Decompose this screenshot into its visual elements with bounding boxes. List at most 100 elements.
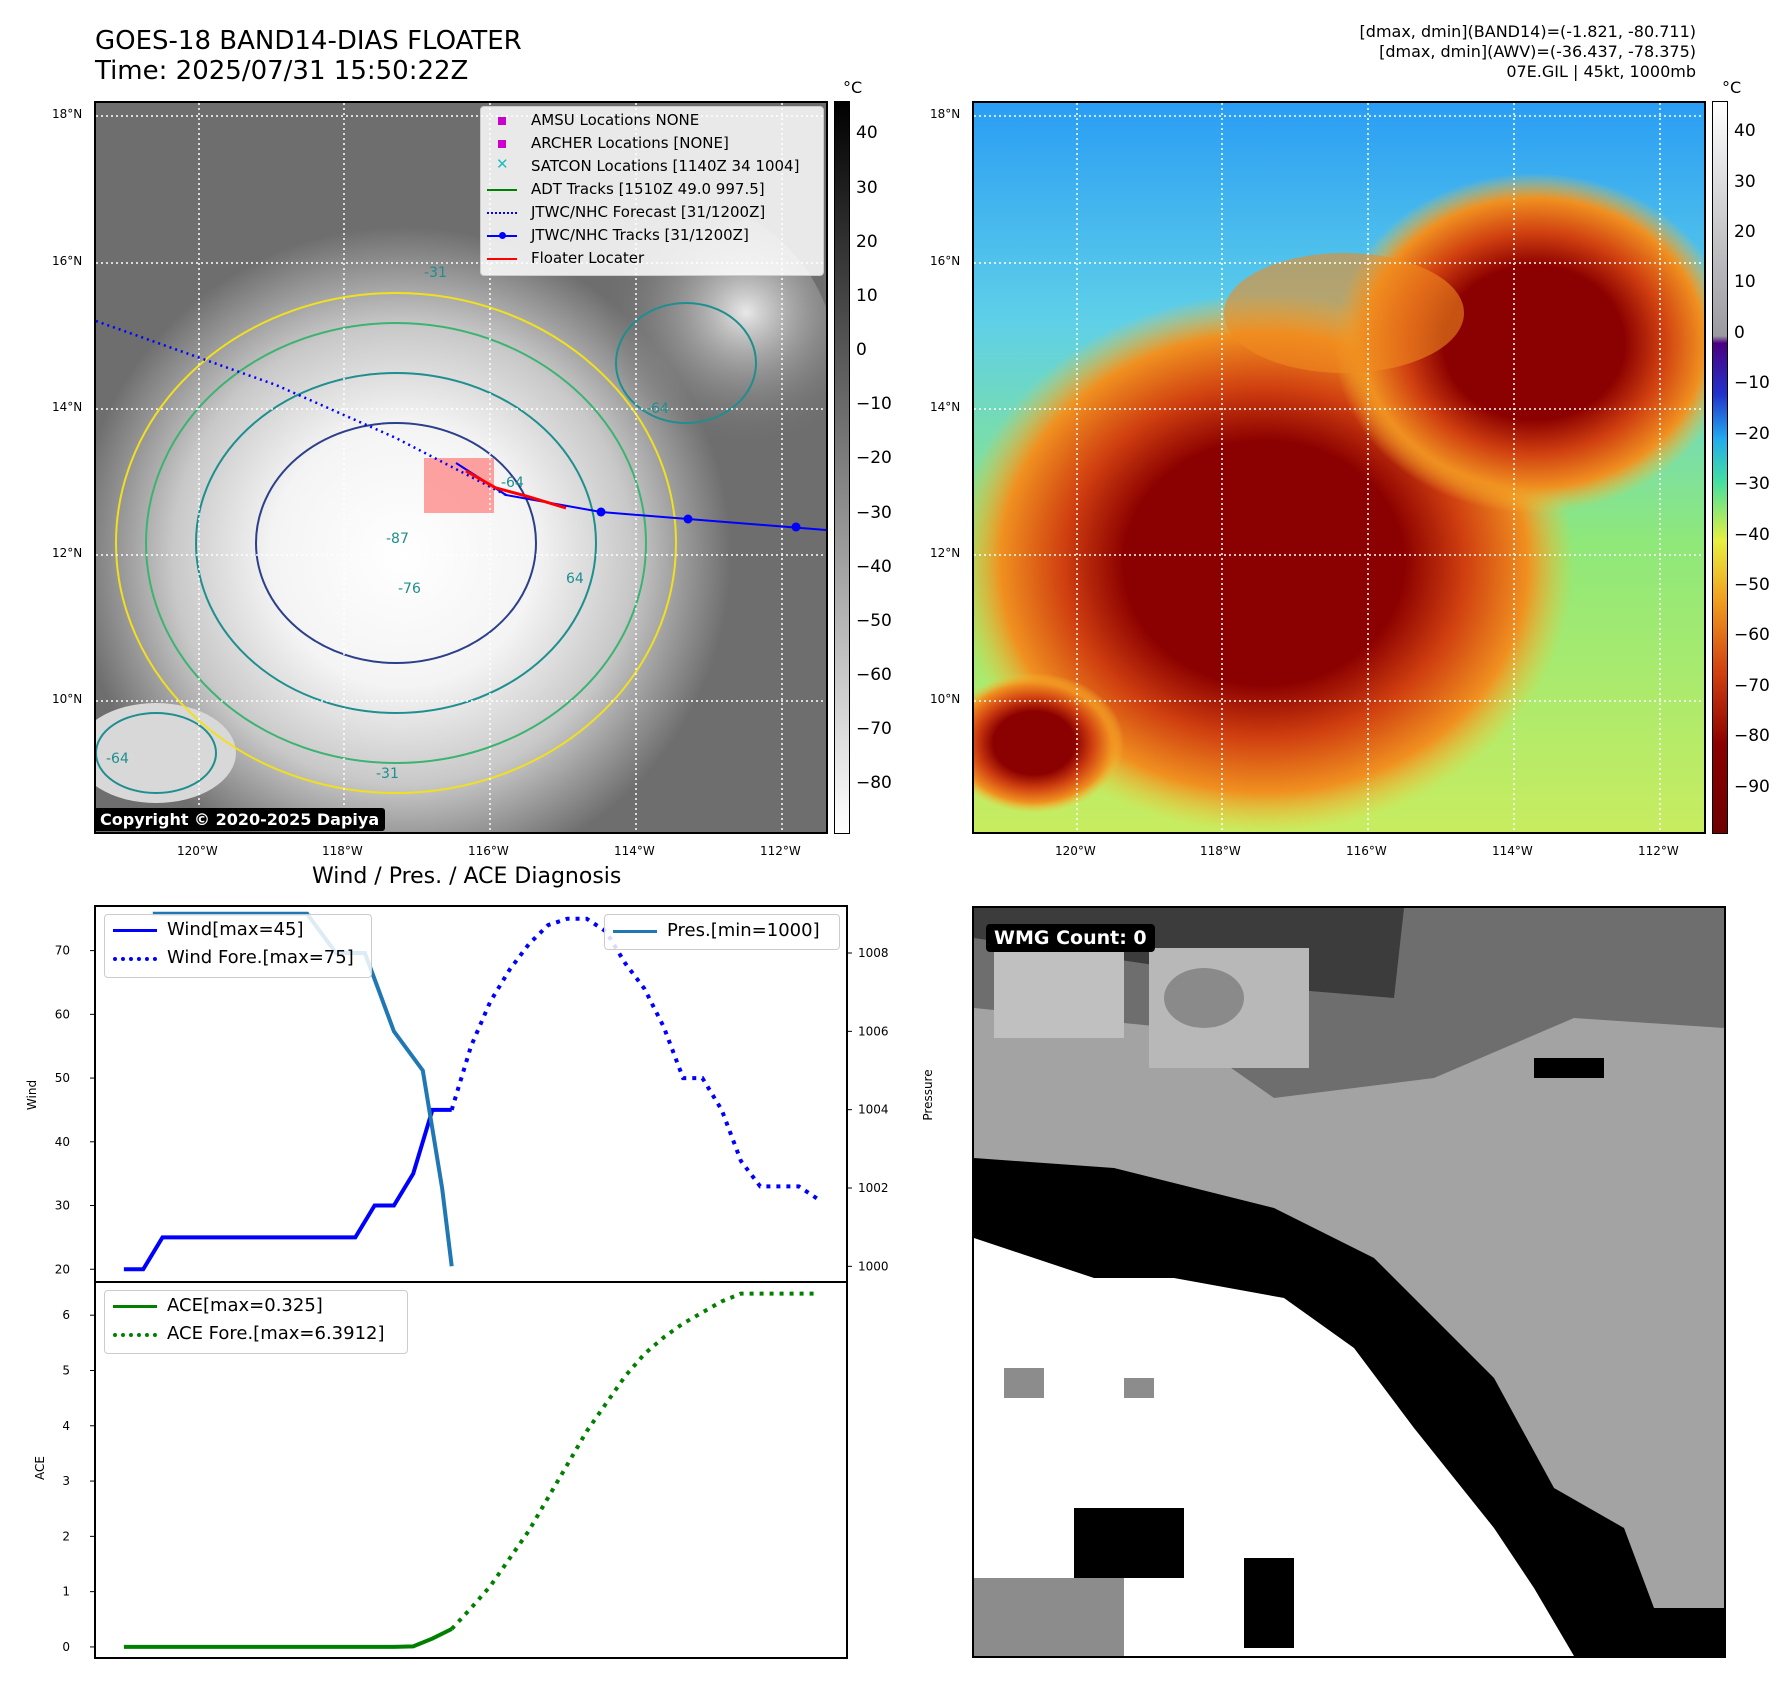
y-tick-label: 1002 (858, 1181, 889, 1195)
colorbar-tick-label: −90 (1734, 776, 1770, 797)
longitude-label: 114°W (1492, 844, 1533, 858)
y-tick-label: 1006 (858, 1024, 889, 1038)
colorbar-tick-label: −30 (1734, 474, 1770, 495)
latitude-label: 10°N (52, 692, 83, 706)
colorbar-tick-label: −60 (856, 664, 892, 685)
colorbar-tick-label: −50 (1734, 574, 1770, 595)
series-line (450, 1291, 819, 1631)
contour-label: -64 (501, 475, 524, 491)
line-marker-icon (487, 258, 517, 260)
y-tick-label: 4 (62, 1419, 70, 1433)
y-tick-label: 2 (62, 1529, 70, 1543)
awv-image-panel (972, 101, 1706, 834)
longitude-label: 116°W (468, 844, 509, 858)
wmg-count-badge: WMG Count: 0 (986, 924, 1155, 952)
latitude-label: 18°N (52, 107, 83, 121)
dotted-line-icon (487, 212, 517, 214)
ir-colorbar (834, 101, 850, 834)
latitude-label: 12°N (930, 546, 961, 560)
colorbar-tick-label: 0 (1734, 322, 1745, 343)
line-marker-icon (113, 929, 157, 932)
y-tick-label: 1004 (858, 1103, 889, 1117)
longitude-label: 112°W (1638, 844, 1679, 858)
colorbar-tick-label: −80 (856, 773, 892, 794)
figure-title: GOES-18 BAND14-DIAS FLOATER Time: 2025/0… (95, 26, 522, 86)
pressure-yticks: 1000 1002 1004 1006 1008 (847, 946, 889, 1273)
y-tick-label: 3 (62, 1474, 70, 1488)
square-marker-icon (498, 140, 506, 148)
latitude-label: 16°N (930, 254, 961, 268)
colorbar-tick-label: −40 (1734, 524, 1770, 545)
copyright-badge: Copyright © 2020-2025 Dapiya (94, 808, 386, 831)
awv-colorbar (1712, 101, 1728, 834)
colorbar-tick-label: −10 (1734, 373, 1770, 394)
ir-colorbar-unit: °C (843, 78, 863, 97)
y-tick-label: 40 (55, 1135, 70, 1149)
stats-line-3: 07E.GIL | 45kt, 1000mb (1506, 62, 1696, 81)
series-line (123, 1627, 453, 1649)
ace-axes-frame (94, 1281, 848, 1659)
longitude-label: 120°W (177, 844, 218, 858)
contour-label: -64 (106, 751, 129, 767)
colorbar-tick-label: 40 (1734, 121, 1756, 142)
x-marker-icon: ✕ (496, 155, 509, 173)
longitude-label: 114°W (614, 844, 655, 858)
longitude-label: 118°W (1200, 844, 1241, 858)
wmg-image (974, 908, 1724, 1656)
dotted-line-icon (113, 1333, 157, 1337)
contour-label: -64 (646, 401, 669, 417)
pressure-ylabel: Pressure (921, 1069, 935, 1120)
colorbar-tick-label: −10 (856, 394, 892, 415)
line-marker-icon (487, 189, 517, 191)
wind-ylabel: Wind (25, 1080, 39, 1110)
ace-series (123, 1291, 819, 1649)
stats-block: [dmax, dmin](BAND14)=(-1.821, -80.711) [… (1360, 22, 1696, 82)
colorbar-tick-label: −70 (856, 719, 892, 740)
awv-colorbar-unit: °C (1722, 78, 1742, 97)
line-marker-icon (613, 930, 657, 933)
ace-yticks: 0 1 2 3 4 5 6 (62, 1308, 95, 1654)
title-line-1: GOES-18 BAND14-DIAS FLOATER (95, 26, 522, 56)
series-line (449, 916, 820, 1201)
latitude-label: 12°N (52, 546, 83, 560)
colorbar-tick-label: 40 (856, 123, 878, 144)
colorbar-tick-label: 10 (1734, 272, 1756, 293)
latitude-label: 16°N (52, 254, 83, 268)
contour-label: -87 (386, 531, 409, 547)
colorbar-tick-label: 0 (856, 340, 867, 361)
colorbar-tick-label: −70 (1734, 675, 1770, 696)
colorbar-tick-label: 20 (1734, 222, 1756, 243)
y-tick-label: 70 (55, 944, 70, 958)
series-line (123, 1107, 452, 1272)
contour-label: -31 (424, 265, 447, 281)
longitude-label: 112°W (760, 844, 801, 858)
longitude-label: 116°W (1346, 844, 1387, 858)
latitude-label: 10°N (930, 692, 961, 706)
diagnosis-title: Wind / Pres. / ACE Diagnosis (312, 864, 622, 889)
colorbar-tick-label: −40 (856, 556, 892, 577)
longitude-label: 120°W (1055, 844, 1096, 858)
ace-legend: ACE[max=0.325] ACE Fore.[max=6.3912] (104, 1290, 408, 1354)
colorbar-tick-label: −30 (856, 502, 892, 523)
latitude-label: 18°N (930, 107, 961, 121)
wind-legend: Wind[max=45] Wind Fore.[max=75] (104, 914, 372, 978)
stats-line-1: [dmax, dmin](BAND14)=(-1.821, -80.711) (1359, 22, 1696, 41)
y-tick-label: 1000 (858, 1259, 889, 1273)
contour-label: -76 (398, 581, 421, 597)
latitude-label: 14°N (930, 400, 961, 414)
stats-line-2: [dmax, dmin](AWV)=(-36.437, -78.375) (1379, 42, 1696, 61)
title-line-2: Time: 2025/07/31 15:50:22Z (95, 56, 469, 86)
wmg-image-panel (972, 906, 1726, 1658)
dotted-line-icon (113, 957, 157, 961)
square-marker-icon (498, 117, 506, 125)
line-marker-icon (113, 1305, 157, 1308)
contour-label: 64 (566, 571, 584, 587)
colorbar-tick-label: −20 (856, 448, 892, 469)
y-tick-label: 20 (55, 1262, 70, 1276)
colorbar-tick-label: 10 (856, 285, 878, 306)
colorbar-tick-label: −50 (856, 610, 892, 631)
y-tick-label: 30 (55, 1199, 70, 1213)
ace-ylabel: ACE (33, 1456, 47, 1480)
ir-legend: AMSU Locations NONE ARCHER Locations [NO… (480, 106, 824, 276)
